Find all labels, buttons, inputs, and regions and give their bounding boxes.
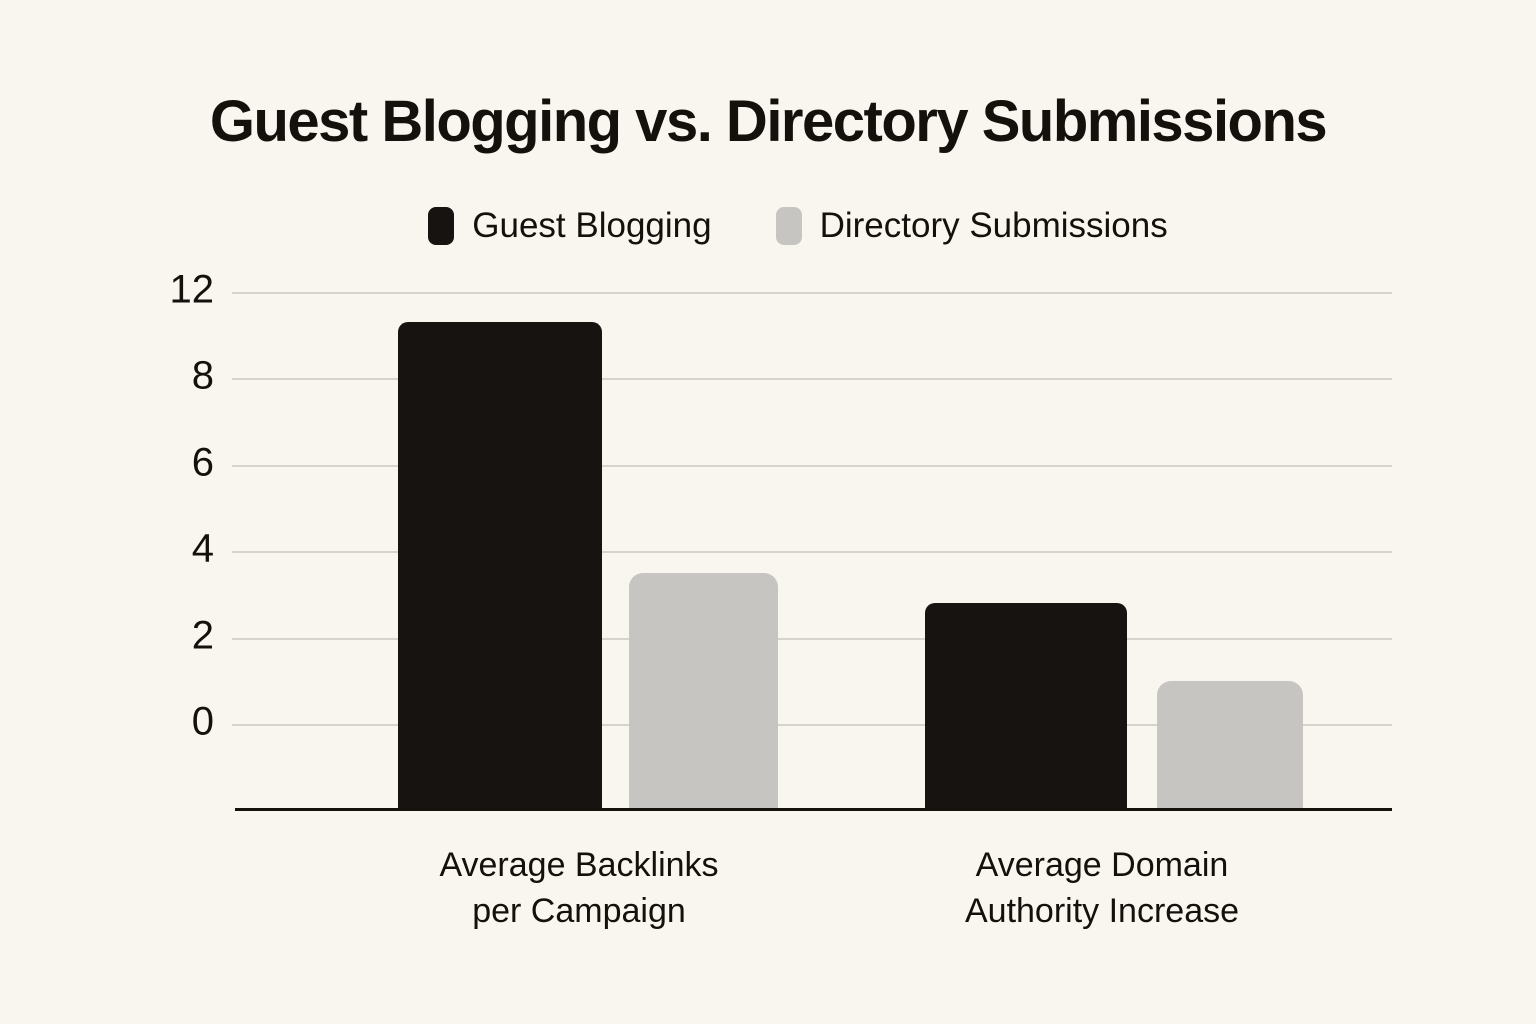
y-tick-label-12: 12 (169, 267, 215, 312)
gridline-0 (232, 724, 1392, 726)
bar-guest-blogging-average-domain (925, 603, 1127, 808)
legend-label-guest-blogging: Guest Blogging (472, 206, 712, 245)
x-axis-line (235, 808, 1392, 811)
gridline-2 (232, 637, 1392, 640)
gridline-12 (232, 292, 1392, 294)
legend: Guest Blogging Directory Submissions (30, 206, 1536, 246)
bar-directory-submissions-average-domain (1157, 680, 1303, 808)
legend-swatch-directory-submissions (775, 207, 802, 245)
bar-directory-submissions-average-backlinks (629, 572, 778, 808)
legend-item-guest-blogging: Guest Blogging (428, 206, 712, 246)
x-category-label-average-backlinks: Average Backlinks per Campaign (439, 846, 719, 931)
bar-guest-blogging-average-backlinks (398, 322, 602, 808)
y-tick-label-0: 0 (191, 699, 214, 744)
gridline-4 (232, 551, 1392, 554)
legend-label-directory-submissions: Directory Submissions (819, 206, 1168, 245)
x-category-label-average-domain: Average Domain Authority Increase (964, 846, 1240, 931)
y-tick-label-2: 2 (191, 613, 214, 658)
legend-swatch-guest-blogging (428, 207, 455, 245)
y-tick-label-4: 4 (191, 526, 214, 571)
legend-item-directory-submissions: Directory Submissions (775, 206, 1168, 246)
y-tick-label-8: 8 (191, 354, 214, 399)
gridline-6 (232, 464, 1392, 467)
y-tick-label-6: 6 (191, 440, 214, 485)
chart-title: Guest Blogging vs. Directory Submissions (209, 89, 1328, 154)
gridline-8 (232, 378, 1392, 381)
